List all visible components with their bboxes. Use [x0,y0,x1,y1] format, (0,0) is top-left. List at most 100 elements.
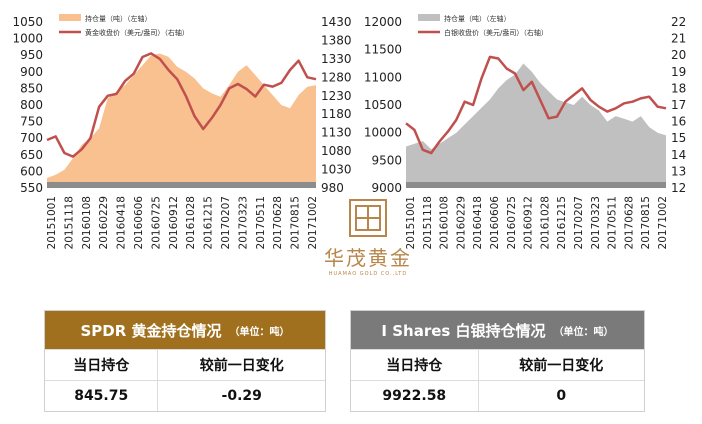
gold-left-tick: 850 [20,81,43,95]
spdr-header: SPDR 黄金持仓情况 （单位：吨） [45,311,325,349]
silver-right-tick: 16 [671,115,686,129]
gold-left-tick: 800 [20,98,43,112]
gold-x-tick: 20160606 [133,196,145,250]
silver-left-tick: 10000 [364,126,402,140]
gold-legend-area-swatch [59,14,81,21]
silver-right-tick: 17 [671,98,686,112]
table-row: 当日持仓 较前一日变化 [351,349,644,381]
ishares-unit: （单位：吨） [553,326,614,338]
gold-x-tick: 20160912 [168,196,180,249]
ishares-change-value: 0 [477,380,644,411]
silver-left-tick: 10500 [364,98,402,112]
logo-name: 华茂黄金 [324,246,412,270]
silver-holdings-area [406,63,666,188]
gold-left-tick: 550 [20,181,43,195]
gold-x-tick: 20170511 [255,196,267,249]
table-row: 845.75 -0.29 [45,380,325,411]
silver-legend-area-label: 持仓量（吨）（左轴） [444,14,511,23]
silver-x-tick: 20160108 [439,196,451,249]
ishares-panel: I Shares 白银持仓情况 （单位：吨） 当日持仓 较前一日变化 9922.… [350,310,645,412]
gold-x-tick: 20160108 [81,196,93,249]
table-row: 当日持仓 较前一日变化 [45,349,325,381]
silver-chart: 9000 9500 10000 10500 11000 11500 12000 12 13 14 1… [364,14,686,249]
gold-x-tick: 20160418 [116,196,128,249]
silver-right-tick: 19 [671,65,686,79]
gold-left-tick: 750 [20,115,43,129]
silver-x-tick: 20151001 [405,196,417,249]
gold-legend-line-label: 黄金收盘价（美元/盎司）（右轴） [85,28,189,37]
logo-sub: HUAMAO GOLD CO.,LTD [328,271,408,277]
silver-right-tick: 14 [671,148,686,162]
silver-x-tick: 20170815 [640,196,652,249]
silver-x-tick: 20160606 [489,196,501,250]
gold-right-tick: 1230 [321,89,352,103]
silver-right-tick: 22 [671,15,686,29]
silver-left-tick: 11000 [364,70,402,84]
ishares-col2-header: 较前一日变化 [477,349,644,381]
silver-x-tick: 20171002 [657,196,669,249]
gold-x-tick: 20151001 [46,196,58,249]
gold-legend-area-label: 持仓量（吨）（左轴） [85,14,152,23]
gold-x-tick: 20170323 [237,196,249,249]
gold-x-tick: 20171002 [307,196,319,249]
silver-x-tick: 20170323 [590,196,602,249]
silver-right-tick: 12 [671,181,686,195]
ishares-holding-value: 9922.58 [351,380,479,411]
silver-x-tick: 20160418 [472,196,484,249]
spdr-col2-header: 较前一日变化 [157,349,325,381]
silver-legend-area-swatch [418,14,440,21]
charts-canvas: 550 600 650 700 750 800 850 900 950 1000 1050 980 10… [12,14,686,250]
gold-left-tick: 1000 [12,32,43,46]
silver-x-tick: 20161215 [556,196,568,249]
gold-right-tick: 1330 [321,52,352,66]
silver-right-tick: 20 [671,48,686,62]
gold-x-tick: 20170815 [290,196,302,249]
spdr-panel: SPDR 黄金持仓情况 （单位：吨） 当日持仓 较前一日变化 845.75 -0… [44,310,326,412]
gold-x-tick: 20161215 [203,196,215,249]
huamao-logo: 华茂黄金 HUAMAO GOLD CO.,LTD [318,198,418,277]
gold-left-tick: 600 [20,164,43,178]
spdr-change-value: -0.29 [157,380,325,411]
silver-price-line [405,55,667,155]
gold-base-band [47,182,316,188]
spdr-table: 当日持仓 较前一日变化 845.75 -0.29 [45,349,325,411]
gold-left-tick: 1050 [12,15,43,29]
ishares-title: I Shares 白银持仓情况 [381,321,546,340]
gold-right-tick: 1130 [321,126,352,140]
silver-x-tick: 20160725 [506,196,518,249]
table-row: 9922.58 0 [351,380,644,411]
gold-right-tick: 1380 [321,33,352,47]
silver-right-tick: 18 [671,81,686,95]
logo-emblem-icon [349,199,387,237]
silver-x-tick: 20151118 [422,196,434,249]
silver-x-tick: 20161028 [539,196,551,249]
silver-x-tick: 20170628 [623,196,635,249]
gold-x-tick: 20160725 [150,196,162,249]
silver-base-band [406,182,666,188]
silver-legend-line-label: 白银收盘价（美元/盎司）（右轴） [444,28,548,37]
spdr-unit: （单位：吨） [229,326,290,338]
gold-x-tick: 20161028 [185,196,197,249]
gold-x-tick: 20151118 [63,196,75,249]
gold-holdings-area [47,53,316,188]
gold-left-tick: 950 [20,48,43,62]
silver-x-tick: 20170511 [607,196,619,249]
gold-price-line [46,52,317,158]
gold-x-tick: 20160229 [98,196,110,249]
silver-right-tick: 13 [671,164,686,178]
ishares-col1-header: 当日持仓 [351,349,479,381]
ishares-table: 当日持仓 较前一日变化 9922.58 0 [351,349,644,411]
silver-right-tick: 15 [671,131,686,145]
spdr-holding-value: 845.75 [45,380,158,411]
gold-right-tick: 1180 [321,107,352,121]
spdr-col1-header: 当日持仓 [45,349,158,381]
gold-chart: 550 600 650 700 750 800 850 900 950 1000 1050 980 10… [12,14,352,250]
silver-x-tick: 20160229 [455,196,467,249]
gold-right-tick: 1080 [321,144,352,158]
gold-x-tick: 20170628 [272,196,284,249]
gold-right-tick: 1030 [321,163,352,177]
gold-right-tick: 1280 [321,70,352,84]
silver-left-tick: 12000 [364,15,402,29]
gold-left-tick: 900 [20,65,43,79]
silver-left-tick: 11500 [364,43,402,57]
